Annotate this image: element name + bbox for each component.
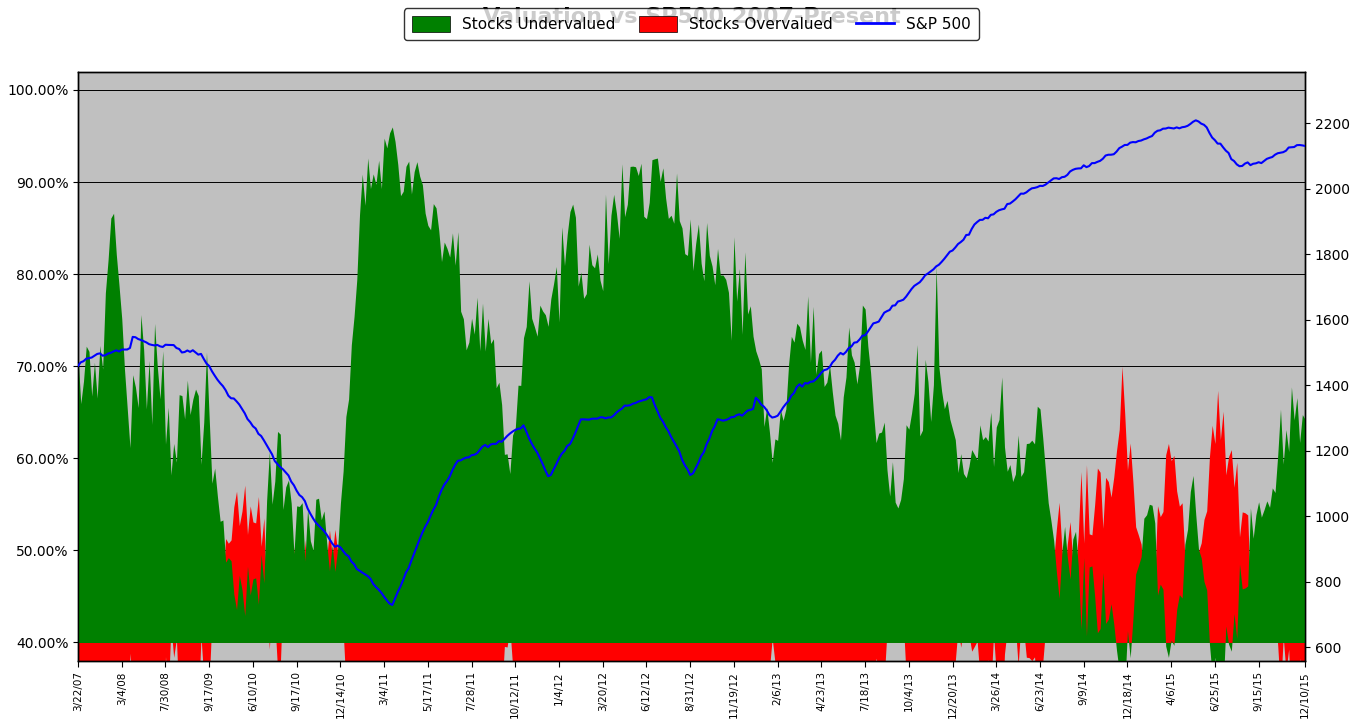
Legend: Stocks Undervalued, Stocks Overvalued, S&P 500: Stocks Undervalued, Stocks Overvalued, S…	[404, 9, 978, 40]
Title: Valuation vs SP500 2007-Present: Valuation vs SP500 2007-Present	[483, 7, 901, 27]
